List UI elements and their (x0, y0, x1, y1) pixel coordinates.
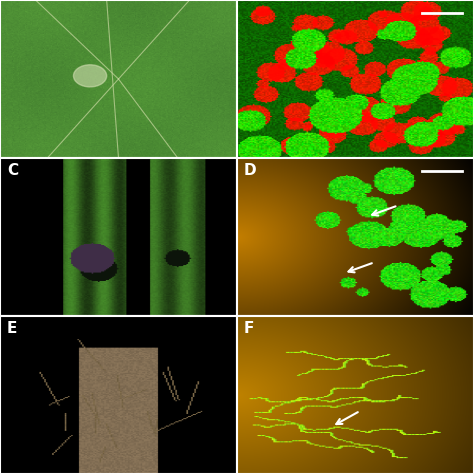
Text: F: F (244, 321, 255, 336)
Text: D: D (244, 163, 257, 178)
Text: E: E (7, 321, 18, 336)
Circle shape (73, 65, 107, 87)
Text: C: C (7, 163, 18, 178)
